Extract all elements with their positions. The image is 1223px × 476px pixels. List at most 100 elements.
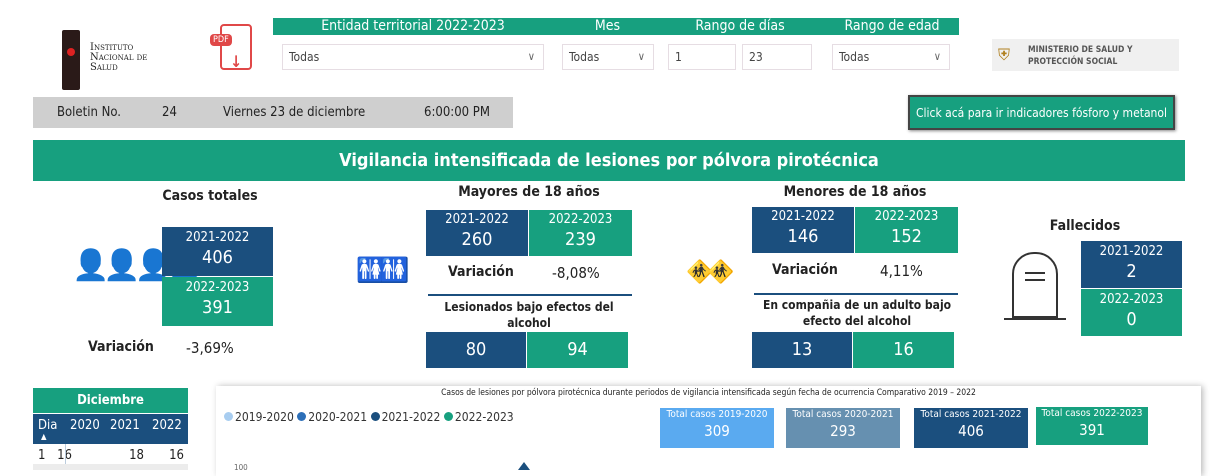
period-value: 0: [1126, 309, 1137, 330]
column-header-2020[interactable]: 2020: [70, 418, 100, 433]
chevron-down-icon: ∨: [933, 50, 941, 63]
legend-label: 2021-2022: [381, 410, 441, 424]
period-label: 2022-2023: [548, 212, 613, 227]
column-header-2021[interactable]: 2021: [110, 418, 140, 433]
legend-item[interactable]: 2020-2021: [297, 410, 367, 424]
tombstone-icon: [1012, 252, 1058, 318]
period-value: 152: [891, 226, 922, 247]
coat-of-arms-icon: ⛨: [998, 45, 1011, 64]
period-label: 2022-2023: [1099, 292, 1164, 307]
cell: 1: [38, 448, 46, 463]
dropdown-value: Todas: [569, 50, 600, 64]
alcohol-2021-value: 80: [426, 332, 526, 368]
total-label: Total casos 2020-2021: [792, 409, 894, 420]
period-value: 239: [565, 229, 596, 250]
alcohol-2022-value: 94: [527, 332, 628, 368]
period-label: 2021-2022: [445, 212, 509, 227]
bulletin-date: Viernes 23 de diciembre: [223, 105, 366, 120]
page-title: Vigilancia intensificada de lesiones por…: [33, 140, 1185, 181]
logo-dot: [67, 48, 75, 56]
legend-dot: [224, 412, 233, 421]
children-group-icon: 🚸🚸: [686, 260, 735, 285]
dias-from-input[interactable]: 1: [668, 44, 736, 70]
variacion-value: -8,08%: [552, 264, 600, 282]
edad-dropdown[interactable]: Todas ∨: [832, 44, 950, 70]
cell: 16: [169, 448, 184, 463]
legend-item[interactable]: 2022-2023: [443, 410, 514, 424]
total-value: 309: [704, 422, 730, 440]
variacion-value: -3,69%: [186, 339, 234, 357]
ins-logo: Instituto Nacional de Salud: [62, 30, 172, 90]
bulletin-label: Boletin No.: [57, 105, 121, 120]
dropdown-value: Todas: [839, 50, 870, 64]
table-row: [33, 464, 188, 470]
mayores-2022-box: 2022-2023 239: [529, 210, 632, 256]
bulletin-bar: Boletin No. 24 Viernes 23 de diciembre 6…: [33, 97, 513, 128]
period-label: 2022-2023: [185, 280, 250, 295]
chart-title: Casos de lesiones por pólvora pirotécnic…: [441, 388, 976, 398]
mayores-2021-box: 2021-2022 260: [426, 210, 528, 256]
total-value: 293: [830, 422, 856, 440]
dropdown-value: Todas: [289, 50, 320, 64]
bulletin-number: 24: [162, 105, 177, 120]
chevron-down-icon: ∨: [637, 50, 645, 63]
ins-line: Instituto: [90, 42, 134, 53]
ministry-name: MINISTERIO DE SALUD Y PROTECCIÓN SOCIAL: [1028, 45, 1133, 67]
y-axis-tick: 100: [234, 463, 248, 472]
alcohol-2022-value: 16: [853, 332, 954, 368]
period-label: 2021-2022: [185, 230, 250, 245]
filter-label-dias: Rango de días: [665, 18, 815, 35]
period-value: 146: [787, 226, 819, 247]
divider: [428, 294, 632, 296]
totales-2022-box: 2022-2023 391: [162, 277, 273, 326]
total-card-2019: Total casos 2019-2020 309: [660, 408, 774, 448]
alcohol-subtitle: Lesionados bajo efectos del alcohol: [444, 300, 614, 330]
legend-dot: [370, 412, 380, 421]
legend-dot: [297, 412, 307, 421]
table-title: Diciembre: [33, 388, 188, 413]
variacion-label: Variación: [772, 262, 838, 278]
mes-dropdown[interactable]: Todas ∨: [562, 44, 654, 70]
menores-2021-box: 2021-2022 146: [752, 207, 854, 253]
ins-logo-mark: [62, 30, 80, 90]
legend-label: 2020-2021: [308, 410, 368, 424]
sort-asc-icon: ▲: [41, 432, 47, 441]
bulletin-time: 6:00:00 PM: [424, 105, 490, 120]
total-label: Total casos 2022-2023: [1041, 408, 1143, 419]
column-header-dia[interactable]: Dia: [38, 418, 58, 433]
ground-line: [1004, 318, 1066, 320]
dias-to-input[interactable]: 23: [742, 44, 812, 70]
indicadores-link-button[interactable]: Click acá para ir indicadores fósforo y …: [908, 95, 1175, 130]
arrow-down-icon: ↓: [230, 52, 243, 71]
cell: 16: [57, 448, 72, 463]
entidad-dropdown[interactable]: Todas ∨: [282, 44, 544, 70]
legend-label: 2019-2020: [235, 410, 294, 424]
divider: [754, 293, 958, 295]
variacion-value: 4,11%: [880, 262, 923, 280]
filter-label-entidad: Entidad territorial 2022-2023: [273, 18, 553, 35]
mayores-title: Mayores de 18 años: [458, 184, 600, 200]
total-value: 391: [1079, 421, 1105, 439]
alcohol-2021-value: 13: [752, 332, 852, 368]
menores-title: Menores de 18 años: [783, 184, 927, 200]
table-header[interactable]: Dia ▲ 2020 2021 2022: [33, 414, 188, 444]
column-header-2022[interactable]: 2022: [152, 418, 182, 433]
ministry-logo: ⛨ MINISTERIO DE SALUD Y PROTECCIÓN SOCIA…: [992, 39, 1179, 71]
total-card-2020: Total casos 2020-2021 293: [786, 408, 900, 448]
adults-group-icon: 🚻🚻: [356, 256, 410, 284]
period-label: 2022-2023: [874, 209, 939, 224]
data-marker: [518, 462, 530, 470]
total-label: Total casos 2021-2022: [920, 409, 1022, 420]
alcohol-subtitle: En compañia de un adulto bajo efecto del…: [762, 298, 952, 328]
period-label: 2021-2022: [1099, 244, 1164, 259]
total-value: 406: [958, 422, 984, 440]
legend-item[interactable]: 2021-2022: [370, 410, 441, 424]
pdf-label: PDF: [210, 34, 232, 46]
legend-dot: [443, 412, 453, 421]
legend-label: 2022-2023: [454, 410, 514, 424]
legend-item[interactable]: 2019-2020: [224, 410, 294, 424]
pdf-download-icon[interactable]: PDF ↓: [210, 24, 254, 74]
menores-2022-box: 2022-2023 152: [855, 207, 958, 253]
fallecidos-title: Fallecidos: [1049, 218, 1121, 234]
table-row: 1 16 18 16: [33, 444, 188, 464]
